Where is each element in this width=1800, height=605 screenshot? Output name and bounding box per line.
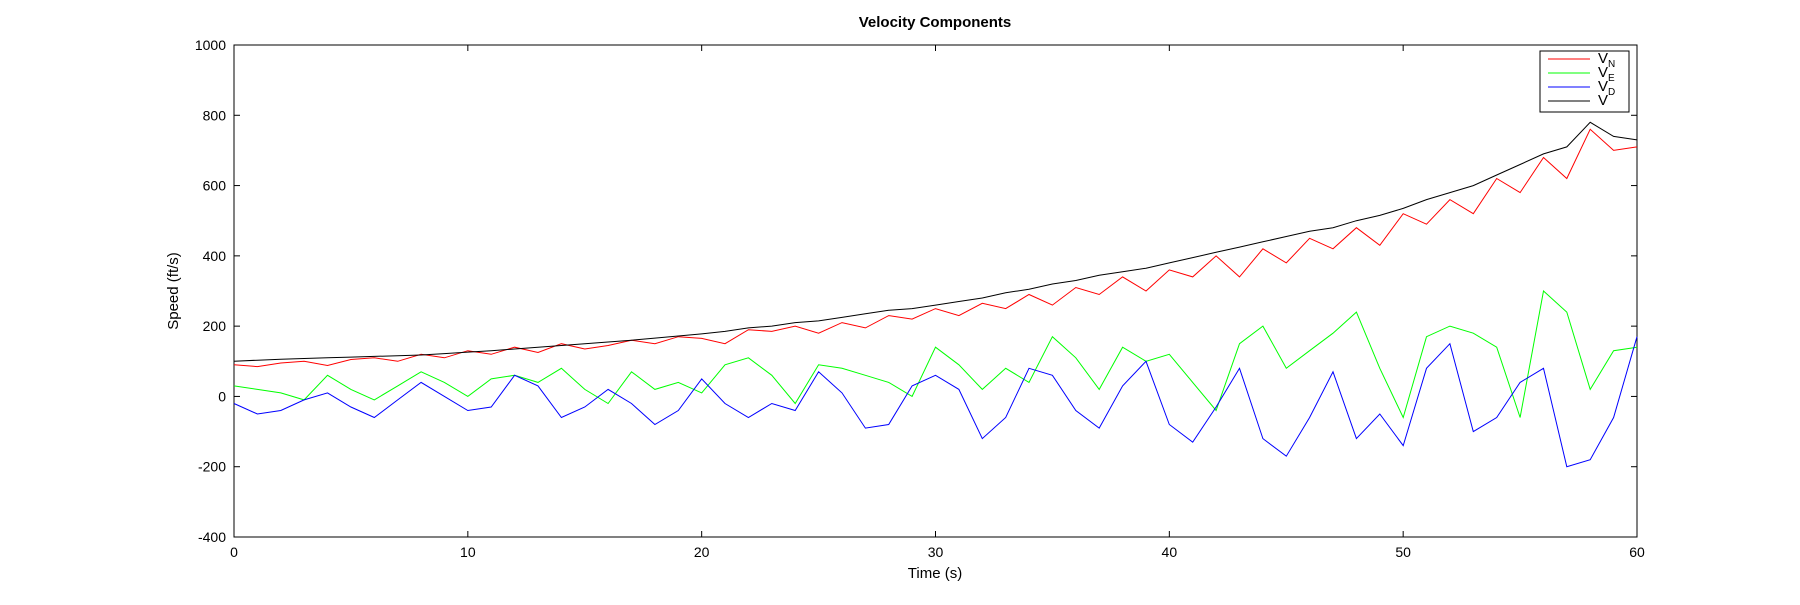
- series-line-ve: [233, 290, 1638, 419]
- series-line-v: [233, 121, 1638, 362]
- y-tick-label: 200: [203, 318, 227, 334]
- legend-subscript: N: [1608, 59, 1615, 70]
- x-axis-label: Time (s): [908, 565, 962, 582]
- series-layer: [233, 121, 1638, 468]
- x-tick-label: 30: [928, 544, 944, 560]
- ticks-layer: 0 10 20 30 40 50 60 -400 -200 0 200 400 600 800 1000: [195, 37, 1645, 560]
- series-line-vn: [233, 128, 1638, 368]
- legend-subscript: D: [1608, 87, 1615, 98]
- x-tick-label: 50: [1395, 544, 1411, 560]
- chart-title: Velocity Components: [859, 14, 1012, 31]
- legend-entry-v: V: [1598, 92, 1608, 109]
- legend-box: [1539, 50, 1630, 113]
- y-tick-label: 0: [218, 388, 226, 404]
- y-tick-label: 1000: [195, 37, 226, 53]
- plot-area-frame: [233, 44, 1638, 538]
- y-tick-label: -400: [198, 529, 226, 545]
- y-tick-label: 600: [203, 178, 227, 194]
- x-tick-label: 10: [460, 544, 476, 560]
- y-tick-label: 400: [203, 248, 227, 264]
- x-tick-label: 40: [1162, 544, 1178, 560]
- y-axis-label: Speed (ft/s): [165, 252, 182, 330]
- y-tick-label: -200: [198, 459, 226, 475]
- x-tick-label: 20: [694, 544, 710, 560]
- x-tick-label: 0: [230, 544, 238, 560]
- x-tick-label: 60: [1629, 544, 1645, 560]
- legend-subscript: E: [1608, 73, 1615, 84]
- y-tick-label: 800: [203, 107, 227, 123]
- series-line-vd: [233, 336, 1638, 468]
